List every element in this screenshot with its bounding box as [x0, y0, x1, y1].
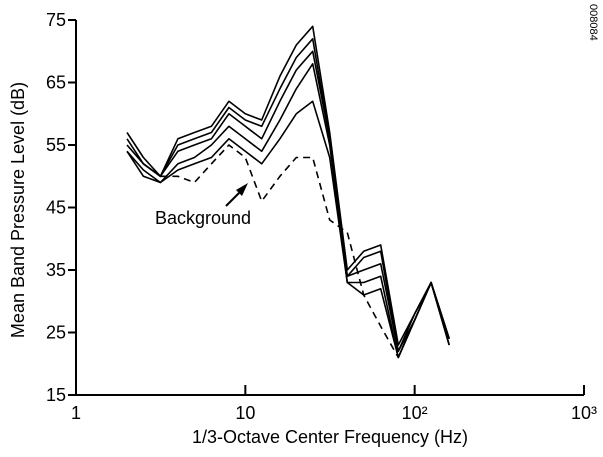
- y-axis-label: Mean Band Pressure Level (dB): [8, 82, 28, 338]
- x-tick-label: 10³: [571, 403, 597, 423]
- series-line: [126, 25, 450, 346]
- x-axis-label: 1/3-Octave Center Frequency (Hz): [192, 427, 468, 447]
- series-line: [126, 50, 450, 353]
- y-tick-label: 55: [46, 135, 66, 155]
- y-tick-label: 65: [46, 73, 66, 93]
- x-tick-label: 10²: [402, 403, 428, 423]
- y-tick-label: 15: [46, 385, 66, 405]
- annotation: Background: [155, 208, 251, 228]
- annotation-arrowhead: [236, 183, 248, 196]
- series-line: [126, 100, 450, 359]
- y-tick-label: 45: [46, 198, 66, 218]
- figure-code: 008084: [587, 4, 599, 41]
- y-tick-label: 25: [46, 323, 66, 343]
- y-tick-label: 35: [46, 260, 66, 280]
- y-tick-label: 75: [46, 10, 66, 30]
- x-tick-label: 10: [235, 403, 255, 423]
- x-tick-label: 1: [71, 403, 81, 423]
- series-line: [160, 144, 399, 358]
